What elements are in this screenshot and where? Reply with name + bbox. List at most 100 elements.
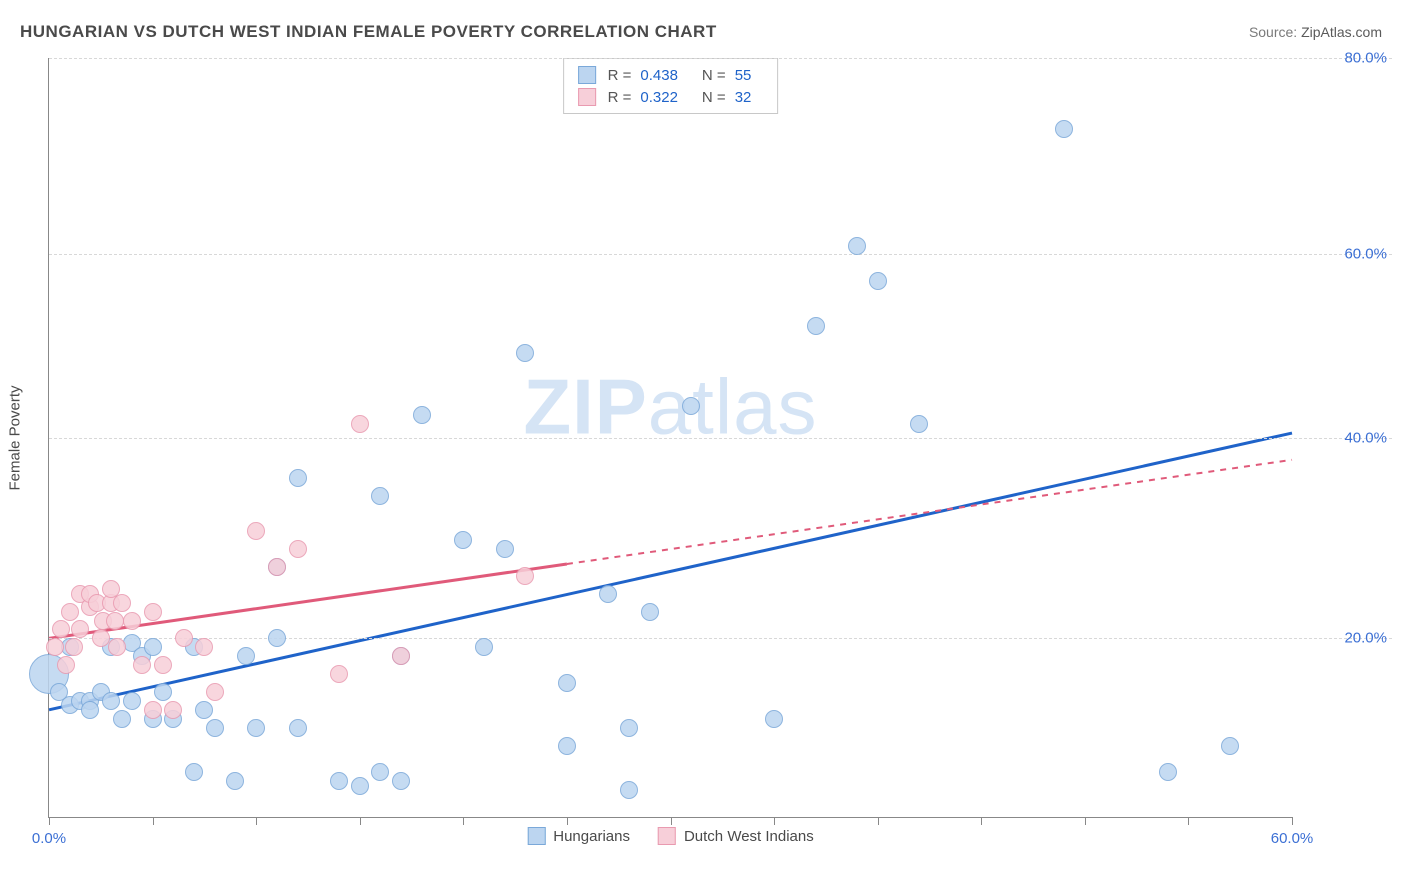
scatter-point xyxy=(52,620,70,638)
scatter-point xyxy=(330,665,348,683)
scatter-point xyxy=(123,612,141,630)
scatter-point xyxy=(371,763,389,781)
scatter-point xyxy=(910,415,928,433)
scatter-point xyxy=(81,701,99,719)
legend-swatch xyxy=(527,827,545,845)
scatter-point xyxy=(1055,120,1073,138)
scatter-point xyxy=(61,603,79,621)
legend-n-value: 55 xyxy=(735,67,752,84)
x-tick-label: 60.0% xyxy=(1271,830,1314,847)
scatter-point xyxy=(351,415,369,433)
scatter-point xyxy=(869,272,887,290)
legend-swatch xyxy=(578,66,596,84)
legend-n-label: N = xyxy=(702,67,726,84)
scatter-point xyxy=(106,612,124,630)
scatter-point xyxy=(154,683,172,701)
x-tick xyxy=(49,817,50,825)
scatter-point xyxy=(558,737,576,755)
legend-row: R = 0.438 N = 55 xyxy=(578,64,764,86)
scatter-point xyxy=(392,647,410,665)
scatter-point xyxy=(268,558,286,576)
plot-region: Female Poverty ZIPatlas R =0.438N =55R =… xyxy=(48,58,1292,818)
series-legend-label: Dutch West Indians xyxy=(684,828,814,845)
scatter-point xyxy=(682,397,700,415)
y-axis-label: Female Poverty xyxy=(7,385,24,490)
scatter-point xyxy=(113,710,131,728)
x-tick xyxy=(463,817,464,825)
scatter-point xyxy=(392,772,410,790)
gridline xyxy=(49,638,1392,639)
scatter-point xyxy=(1221,737,1239,755)
scatter-point xyxy=(516,567,534,585)
scatter-point xyxy=(247,719,265,737)
legend-r-value: 0.438 xyxy=(640,67,678,84)
y-tick-label: 40.0% xyxy=(1297,429,1387,446)
scatter-point xyxy=(71,620,89,638)
scatter-point xyxy=(413,406,431,424)
legend-r-label: R = xyxy=(608,67,632,84)
scatter-point xyxy=(848,237,866,255)
scatter-point xyxy=(144,701,162,719)
x-tick xyxy=(1292,817,1293,825)
x-tick xyxy=(360,817,361,825)
scatter-point xyxy=(558,674,576,692)
y-tick-label: 80.0% xyxy=(1297,50,1387,67)
series-legend: Hungarians Dutch West Indians xyxy=(527,827,814,845)
x-tick xyxy=(567,817,568,825)
scatter-point xyxy=(516,344,534,362)
series-legend-item: Dutch West Indians xyxy=(658,827,814,845)
scatter-point xyxy=(620,781,638,799)
x-tick xyxy=(153,817,154,825)
scatter-point xyxy=(807,317,825,335)
scatter-point xyxy=(765,710,783,728)
scatter-point xyxy=(371,487,389,505)
scatter-point xyxy=(496,540,514,558)
x-tick-label: 0.0% xyxy=(32,830,66,847)
scatter-point xyxy=(206,683,224,701)
x-tick xyxy=(1085,817,1086,825)
scatter-point xyxy=(46,638,64,656)
scatter-point xyxy=(641,603,659,621)
scatter-point xyxy=(268,629,286,647)
scatter-point xyxy=(185,763,203,781)
watermark: ZIPatlas xyxy=(523,362,817,453)
source-credit: Source: ZipAtlas.com xyxy=(1249,24,1382,40)
scatter-point xyxy=(620,719,638,737)
legend-row: R =0.322N =32 xyxy=(578,86,764,108)
x-tick xyxy=(671,817,672,825)
scatter-point xyxy=(289,540,307,558)
scatter-point xyxy=(123,692,141,710)
chart-title: HUNGARIAN VS DUTCH WEST INDIAN FEMALE PO… xyxy=(20,22,717,42)
scatter-point xyxy=(144,638,162,656)
scatter-point xyxy=(454,531,472,549)
chart-area: Female Poverty ZIPatlas R =0.438N =55R =… xyxy=(48,58,1392,848)
scatter-point xyxy=(195,638,213,656)
series-legend-item: Hungarians xyxy=(527,827,630,845)
series-legend-label: Hungarians xyxy=(553,828,630,845)
scatter-point xyxy=(133,656,151,674)
scatter-point xyxy=(154,656,172,674)
scatter-point xyxy=(330,772,348,790)
scatter-point xyxy=(113,594,131,612)
y-tick-label: 60.0% xyxy=(1297,246,1387,263)
legend-n-value: 32 xyxy=(735,89,752,106)
scatter-point xyxy=(108,638,126,656)
x-tick xyxy=(774,817,775,825)
scatter-point xyxy=(226,772,244,790)
gridline xyxy=(49,438,1392,439)
source-value: ZipAtlas.com xyxy=(1301,24,1382,40)
scatter-point xyxy=(65,638,83,656)
scatter-point xyxy=(237,647,255,665)
scatter-point xyxy=(195,701,213,719)
legend-r-value: 0.322 xyxy=(640,89,678,106)
gridline xyxy=(49,58,1392,59)
scatter-point xyxy=(57,656,75,674)
scatter-point xyxy=(164,701,182,719)
scatter-point xyxy=(1159,763,1177,781)
legend-r-label: R = xyxy=(608,89,632,106)
trend-line-solid xyxy=(49,433,1292,710)
x-tick xyxy=(256,817,257,825)
y-tick-label: 20.0% xyxy=(1297,630,1387,647)
scatter-point xyxy=(144,603,162,621)
scatter-point xyxy=(206,719,224,737)
